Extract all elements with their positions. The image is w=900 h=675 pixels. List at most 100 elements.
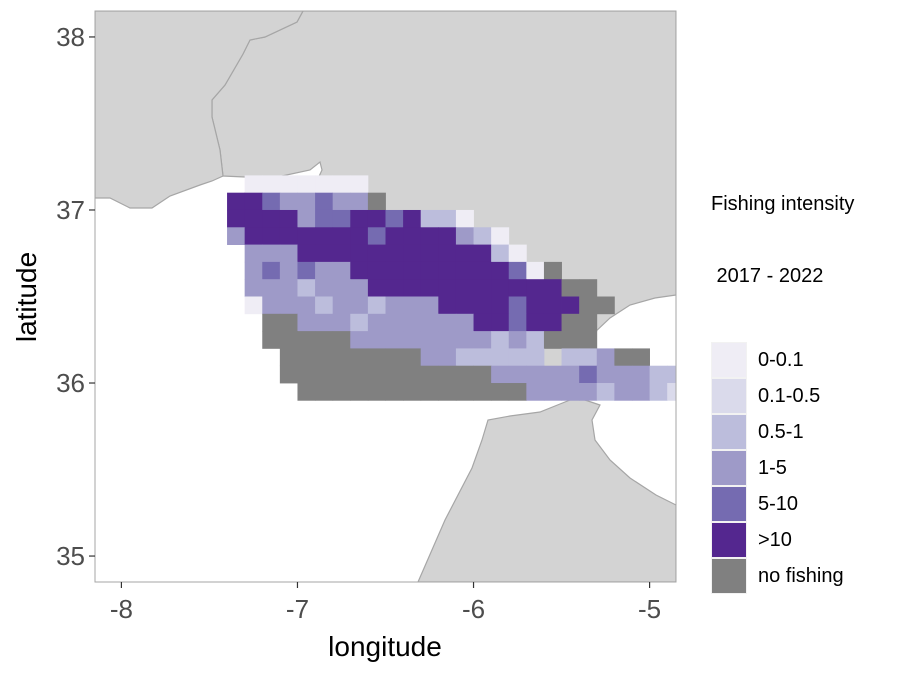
- fishing-cell: [332, 296, 351, 315]
- fishing-cell: [491, 261, 510, 280]
- fishing-cell: [262, 192, 281, 211]
- fishing-cell: [491, 348, 510, 367]
- fishing-cell: [526, 279, 545, 297]
- fishing-cell: [385, 365, 404, 384]
- fishing-cell: [332, 331, 351, 349]
- fishing-cell: [526, 261, 545, 280]
- legend-label: 0-0.1: [758, 348, 804, 371]
- fishing-cell: [420, 331, 439, 349]
- legend-title-line1: Fishing intensity: [711, 193, 855, 215]
- fishing-cell: [297, 348, 316, 367]
- fishing-cell: [315, 209, 334, 228]
- legend-swatch: [712, 415, 746, 449]
- fishing-cell: [526, 383, 545, 401]
- fishing-cell: [685, 383, 703, 401]
- fishing-cell: [262, 313, 281, 332]
- west-coast-land: [95, 11, 304, 209]
- fishing-cell: [455, 383, 474, 401]
- fishing-cell: [315, 365, 334, 384]
- fishing-cell: [262, 227, 281, 245]
- fishing-cell: [543, 365, 562, 384]
- fishing-cell: [455, 331, 474, 349]
- fishing-cell: [455, 244, 474, 263]
- fishing-cell: [579, 383, 598, 401]
- fishing-cell: [455, 261, 474, 280]
- fishing-cell: [315, 192, 334, 211]
- fishing-cell: [473, 383, 492, 401]
- x-tick-label: -6: [462, 594, 485, 624]
- fishing-cell: [491, 331, 510, 349]
- fishing-cell: [297, 383, 316, 401]
- legend-item: 0-0.1: [711, 342, 891, 378]
- fishing-cell: [473, 348, 492, 367]
- fishing-cell: [455, 227, 474, 245]
- fishing-cell: [403, 348, 422, 367]
- fishing-cell: [262, 244, 281, 263]
- fishing-cell: [385, 279, 404, 297]
- fishing-cell: [279, 365, 298, 384]
- fishing-cell: [315, 227, 334, 245]
- y-tick-label: 38: [56, 22, 85, 52]
- legend-item: 0.1-0.5: [711, 378, 891, 414]
- fishing-cell: [438, 383, 457, 401]
- legend-swatch: [712, 487, 746, 521]
- fishing-cell: [297, 261, 316, 280]
- legend-swatch: [712, 559, 746, 593]
- fishing-cell: [332, 279, 351, 297]
- fishing-cell: [526, 296, 545, 315]
- fishing-cell: [491, 279, 510, 297]
- fishing-cell: [385, 313, 404, 332]
- legend-label: 5-10: [758, 492, 799, 515]
- fishing-cell: [297, 244, 316, 263]
- fishing-cell: [403, 244, 422, 263]
- fishing-cell: [438, 209, 457, 228]
- x-tick-label: -5: [638, 594, 661, 624]
- fishing-cell: [491, 383, 510, 401]
- fishing-cell: [561, 279, 580, 297]
- fishing-cell: [455, 313, 474, 332]
- fishing-cell: [350, 383, 369, 401]
- fishing-cell: [244, 244, 263, 263]
- panel-border: [94, 10, 677, 583]
- fishing-cell: [332, 365, 351, 384]
- x-tick-label: -8: [110, 594, 133, 624]
- fishing-cell: [227, 209, 246, 228]
- fishing-cell: [385, 296, 404, 315]
- fishing-cell: [614, 365, 633, 384]
- fishing-cell: [279, 244, 298, 263]
- legend-item: 1-5: [711, 450, 891, 486]
- legend-label: no fishing: [758, 564, 844, 587]
- fishing-cell: [244, 296, 263, 315]
- fishing-cell: [332, 209, 351, 228]
- fishing-cell: [438, 279, 457, 297]
- fishing-cell: [473, 313, 492, 332]
- fishing-cell: [279, 192, 298, 211]
- fishing-cell: [420, 348, 439, 367]
- fishing-cell: [315, 244, 334, 263]
- legend-item: >10: [711, 522, 891, 558]
- fishing-cell: [297, 331, 316, 349]
- fishing-cell: [315, 279, 334, 297]
- fishing-cell: [367, 192, 386, 211]
- fishing-cell: [367, 383, 386, 401]
- fishing-cell: [438, 348, 457, 367]
- fishing-cell: [279, 348, 298, 367]
- fishing-cell: [631, 365, 650, 384]
- fishing-cell: [244, 192, 263, 211]
- fishing-cell: [508, 383, 527, 401]
- fishing-cell: [526, 365, 545, 384]
- fishing-cell: [596, 296, 615, 315]
- fishing-cell: [332, 192, 351, 211]
- fishing-cell: [262, 331, 281, 349]
- fishing-cell: [455, 296, 474, 315]
- fishing-cell: [332, 383, 351, 401]
- fishing-cell: [262, 279, 281, 297]
- fishing-cell: [685, 366, 703, 384]
- fishing-cell: [315, 175, 334, 194]
- fishing-cell: [455, 348, 474, 367]
- legend-items: 0-0.1 0.1-0.5 0.5-1 1-5 5-10 >10 no fishing: [711, 342, 891, 594]
- fishing-cell: [279, 279, 298, 297]
- fishing-cell: [403, 365, 422, 384]
- fishing-cell: [332, 313, 351, 332]
- fishing-cell: [631, 383, 650, 401]
